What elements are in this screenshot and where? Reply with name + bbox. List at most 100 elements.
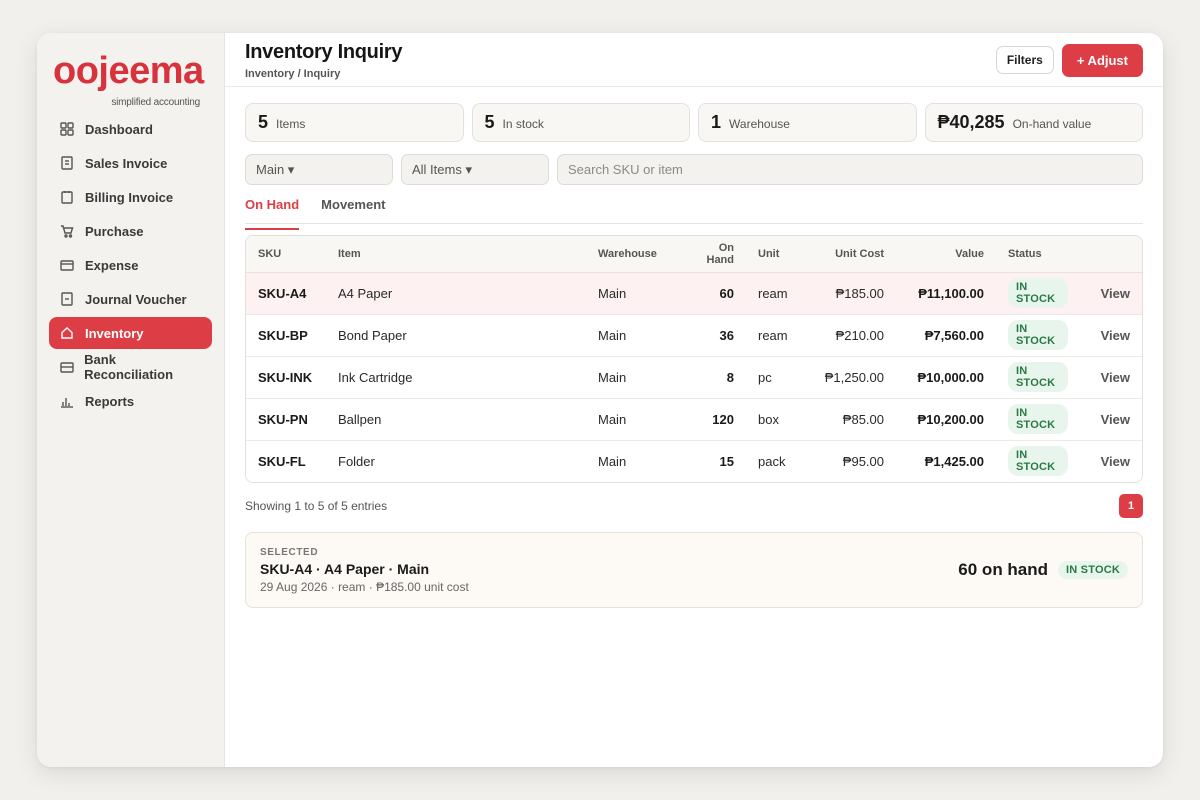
cell-unit-cost: ₱95.00 (842, 453, 884, 469)
cell-value: ₱10,000.00 (896, 356, 996, 399)
cell-unit-cost: ₱185.00 (808, 272, 896, 315)
stat-value: ₱40,285 (937, 112, 1005, 132)
clipboard-icon (59, 189, 75, 205)
cell-on-hand: 60 (678, 272, 746, 315)
column-header-item[interactable]: Item (326, 236, 586, 273)
stat-label: Items (276, 117, 306, 131)
cell-action: View (1080, 314, 1142, 357)
selected-item-card: SELECTED SKU-A4 · A4 Paper · Main 29 Aug… (245, 532, 1143, 608)
cell-warehouse: Main (586, 314, 678, 357)
search-input[interactable] (557, 154, 1143, 185)
cell-unit: pc (746, 356, 808, 399)
brand-logo[interactable]: oojeema simplified accounting (49, 49, 212, 111)
grid-icon (59, 121, 75, 137)
cell-unit: ream (746, 272, 808, 315)
sidebar-item-label: Billing Invoice (85, 189, 174, 205)
cell-status: IN STOCK (996, 440, 1080, 482)
items-select[interactable]: All Items ▾ (401, 154, 549, 185)
column-header-status[interactable]: Status (996, 236, 1080, 273)
sidebar-item-sales-invoice[interactable]: Sales Invoice (49, 147, 212, 179)
cell-item: Ballpen (326, 398, 586, 441)
cell-action: View (1080, 356, 1142, 399)
breadcrumb[interactable]: Inventory / Inquiry (245, 68, 341, 80)
view-link[interactable]: View (1100, 453, 1130, 469)
warehouse-select[interactable]: Main ▾ (245, 154, 393, 185)
column-header-sku[interactable]: SKU (246, 236, 326, 273)
cell-status: IN STOCK (996, 272, 1080, 315)
status-badge: IN STOCK (1008, 362, 1068, 392)
stat-value: 5 (484, 112, 495, 132)
cell-action: View (1080, 440, 1142, 482)
column-header-warehouse[interactable]: Warehouse (586, 236, 678, 273)
table-row[interactable]: SKU-PN Ballpen Main 120 box ₱85.00 ₱10,2… (246, 398, 1142, 441)
stat-label: On-hand value (1012, 117, 1092, 131)
tab-on-hand[interactable]: On Hand (245, 197, 300, 230)
sidebar-item-reports[interactable]: Reports (49, 385, 212, 417)
stat-label: Warehouse (729, 117, 790, 131)
pagination-info: Showing 1 to 5 of 5 entries (245, 499, 388, 513)
view-link[interactable]: View (1100, 285, 1130, 301)
page-button-current[interactable]: 1 (1119, 494, 1143, 518)
sidebar-item-purchase[interactable]: Purchase (49, 215, 212, 247)
sidebar-item-label: Journal Voucher (85, 291, 187, 307)
column-header-unit-cost[interactable]: Unit Cost (808, 236, 896, 273)
stat-in-stock: 5 In stock (471, 103, 690, 142)
sidebar-item-label: Reports (85, 393, 135, 409)
stat-on-hand-value: ₱40,285 On-hand value (924, 103, 1143, 142)
cell-action: View (1080, 272, 1142, 315)
page-title: Inventory Inquiry (245, 41, 403, 63)
tab-movement[interactable]: Movement (321, 197, 386, 212)
column-header-action (1080, 236, 1142, 273)
table-row[interactable]: SKU-INK Ink Cartridge Main 8 pc ₱1,250.0… (246, 356, 1142, 399)
stat-items: 5 Items (245, 103, 464, 142)
table-footer: Showing 1 to 5 of 5 entries 1 (245, 494, 1143, 518)
cell-value: ₱11,100.00 (896, 272, 996, 315)
cell-unit: box (746, 398, 808, 441)
stats-row: 5 Items 5 In stock 1 Warehouse ₱40,285 O… (245, 103, 1143, 142)
table-row[interactable]: SKU-FL Folder Main 15 pack ₱95.00 ₱1,425… (246, 440, 1142, 482)
cell-status: IN STOCK (996, 356, 1080, 399)
brand-tagline: simplified accounting (111, 97, 200, 108)
sidebar-item-bank-reconciliation[interactable]: Bank Reconciliation (49, 351, 212, 383)
sidebar-item-expense[interactable]: Expense (49, 249, 212, 281)
filter-bar: Main ▾ All Items ▾ (245, 154, 1143, 185)
cell-item: Ink Cartridge (326, 356, 586, 399)
stat-label: In stock (502, 117, 544, 131)
sidebar-item-inventory[interactable]: Inventory (49, 317, 212, 349)
cell-unit-cost: ₱210.00 (808, 314, 896, 357)
sidebar-item-label: Purchase (85, 223, 144, 239)
cell-on-hand: 36 (678, 314, 746, 357)
document-icon (59, 155, 75, 171)
view-link[interactable]: View (1100, 327, 1130, 343)
cell-on-hand: 120 (678, 398, 746, 441)
table-row[interactable]: SKU-A4 A4 Paper Main 60 ream ₱185.00 ₱11… (246, 272, 1142, 315)
app-window: oojeema simplified accounting Dashboard … (37, 33, 1163, 767)
selected-details: SELECTED SKU-A4 · A4 Paper · Main 29 Aug… (260, 547, 469, 594)
selected-label: SELECTED (260, 546, 319, 558)
sidebar-item-label: Bank Reconciliation (84, 352, 174, 382)
column-header-value[interactable]: Value (896, 236, 996, 273)
table-header-row: SKU Item Warehouse On Hand Unit Unit Cos… (246, 236, 1142, 273)
view-link[interactable]: View (1100, 411, 1130, 427)
sidebar-item-dashboard[interactable]: Dashboard (49, 113, 212, 145)
sidebar-item-label: Expense (85, 257, 139, 273)
sidebar: oojeema simplified accounting Dashboard … (37, 33, 225, 767)
cell-value: ₱1,425.00 (924, 453, 984, 469)
cell-value: ₱10,200.00 (896, 398, 996, 441)
selected-title: SKU-A4 · A4 Paper · Main (260, 560, 430, 577)
sidebar-item-journal-voucher[interactable]: Journal Voucher (49, 283, 212, 315)
view-link[interactable]: View (1100, 369, 1130, 385)
sidebar-item-billing-invoice[interactable]: Billing Invoice (49, 181, 212, 213)
sidebar-item-label: Dashboard (85, 121, 153, 137)
adjust-button[interactable]: + Adjust (1061, 44, 1143, 77)
stat-warehouse: 1 Warehouse (698, 103, 917, 142)
status-badge: IN STOCK (1008, 278, 1068, 308)
filters-button[interactable]: Filters (995, 46, 1054, 74)
column-header-on-hand[interactable]: On Hand (678, 236, 746, 273)
cell-status: IN STOCK (996, 314, 1080, 357)
column-header-unit[interactable]: Unit (746, 236, 808, 273)
status-badge: IN STOCK (1058, 561, 1128, 579)
cell-sku: SKU-BP (246, 314, 326, 357)
table-row[interactable]: SKU-BP Bond Paper Main 36 ream ₱210.00 ₱… (246, 314, 1142, 357)
sidebar-item-label: Sales Invoice (85, 155, 168, 171)
